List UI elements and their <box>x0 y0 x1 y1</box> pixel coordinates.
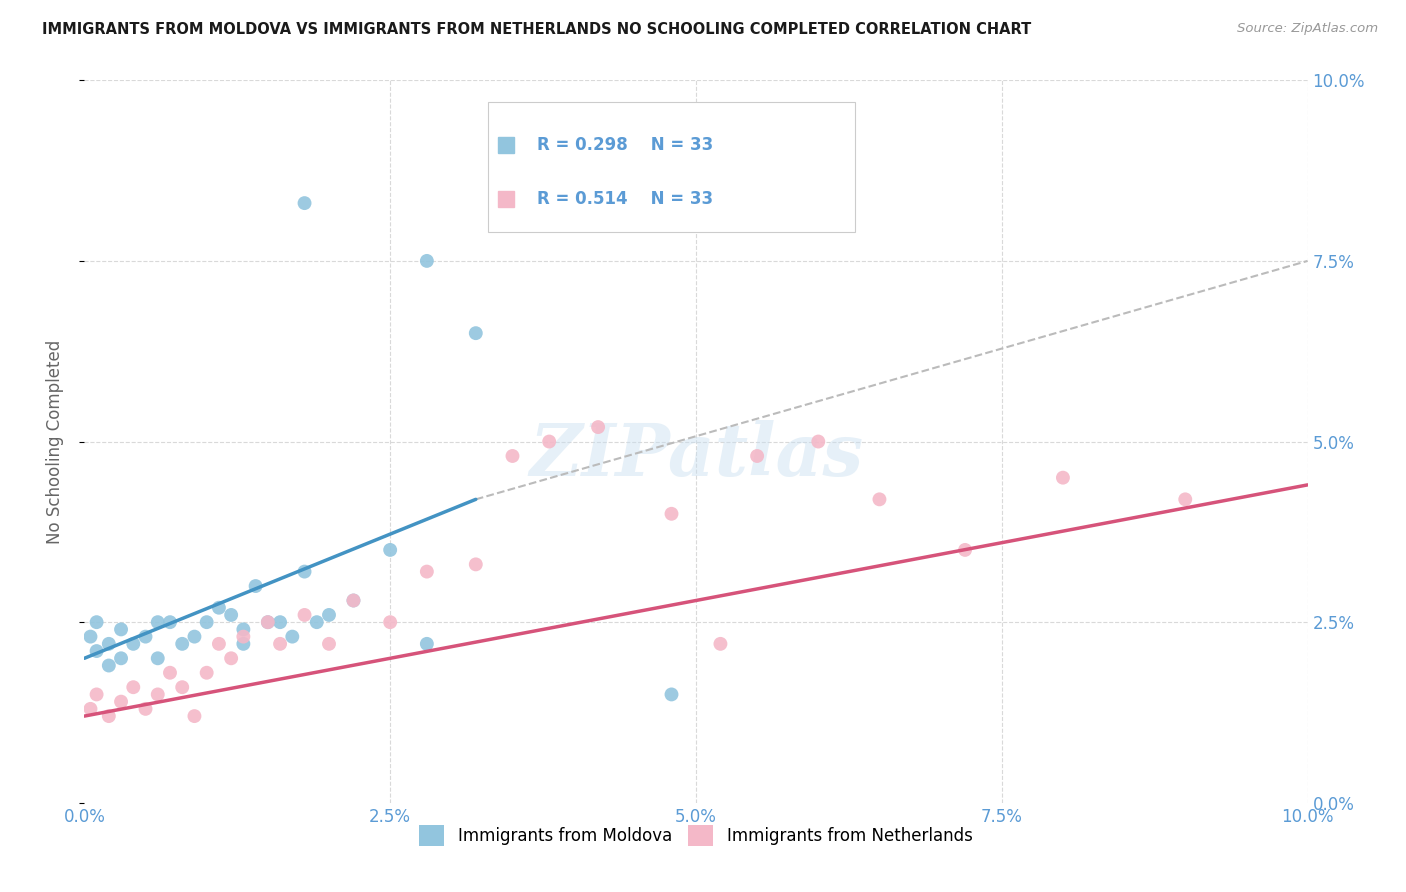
Point <box>342 593 364 607</box>
Point <box>464 326 486 340</box>
Point <box>195 665 218 680</box>
Point <box>86 644 108 658</box>
Point <box>538 434 561 449</box>
Point <box>219 607 242 622</box>
Point <box>1174 492 1197 507</box>
Point <box>257 615 280 630</box>
Point <box>135 702 157 716</box>
Point <box>208 637 231 651</box>
Point <box>97 658 120 673</box>
Point <box>97 637 120 651</box>
Point <box>146 651 169 665</box>
Point <box>294 607 316 622</box>
FancyBboxPatch shape <box>488 102 855 232</box>
Point <box>416 637 439 651</box>
Point <box>110 623 132 637</box>
Point <box>172 680 194 694</box>
Point <box>79 630 101 644</box>
Point <box>1052 471 1074 485</box>
Point <box>97 709 120 723</box>
Point <box>305 615 328 630</box>
Point <box>747 449 769 463</box>
Point <box>318 607 340 622</box>
Point <box>257 615 280 630</box>
Point <box>294 196 316 211</box>
Legend: Immigrants from Moldova, Immigrants from Netherlands: Immigrants from Moldova, Immigrants from… <box>412 819 980 852</box>
Point <box>661 687 683 701</box>
Point <box>281 630 304 644</box>
Point <box>232 630 254 644</box>
Point <box>183 709 205 723</box>
Point <box>245 579 267 593</box>
Point <box>661 507 683 521</box>
Point <box>146 615 169 630</box>
Point <box>586 420 609 434</box>
Point <box>135 630 157 644</box>
Point <box>380 615 402 630</box>
Point <box>269 615 291 630</box>
Point <box>464 558 486 572</box>
Point <box>79 702 101 716</box>
Text: IMMIGRANTS FROM MOLDOVA VS IMMIGRANTS FROM NETHERLANDS NO SCHOOLING COMPLETED CO: IMMIGRANTS FROM MOLDOVA VS IMMIGRANTS FR… <box>42 22 1032 37</box>
Point <box>146 687 169 701</box>
Text: R = 0.514    N = 33: R = 0.514 N = 33 <box>537 191 713 209</box>
Text: Source: ZipAtlas.com: Source: ZipAtlas.com <box>1237 22 1378 36</box>
Point <box>869 492 891 507</box>
Point <box>342 593 364 607</box>
Point <box>318 637 340 651</box>
Point <box>172 637 194 651</box>
Point <box>122 680 145 694</box>
Point <box>122 637 145 651</box>
Point <box>502 449 524 463</box>
Point <box>208 600 231 615</box>
Point <box>416 254 439 268</box>
Point <box>232 623 254 637</box>
Text: ZIPatlas: ZIPatlas <box>529 420 863 491</box>
Point <box>269 637 291 651</box>
Point <box>232 637 254 651</box>
Point <box>294 565 316 579</box>
Point <box>110 651 132 665</box>
Point <box>807 434 830 449</box>
Y-axis label: No Schooling Completed: No Schooling Completed <box>45 340 63 543</box>
Point <box>86 615 108 630</box>
Point <box>709 637 731 651</box>
Point <box>195 615 218 630</box>
Point <box>380 542 402 557</box>
Point <box>219 651 242 665</box>
Text: R = 0.298    N = 33: R = 0.298 N = 33 <box>537 136 713 154</box>
Point <box>159 665 181 680</box>
Point <box>183 630 205 644</box>
Point <box>110 695 132 709</box>
Point <box>416 565 439 579</box>
Point <box>953 542 976 557</box>
Point <box>86 687 108 701</box>
Point <box>159 615 181 630</box>
